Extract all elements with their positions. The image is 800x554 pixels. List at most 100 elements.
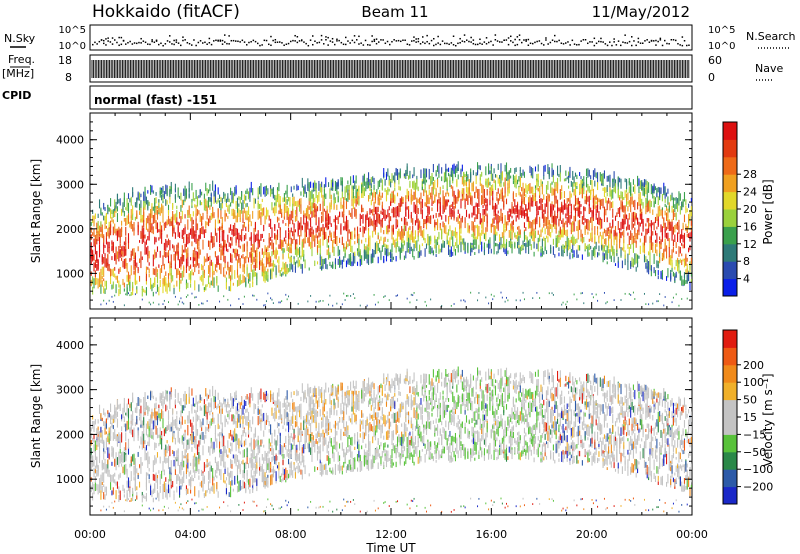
- noise-dot: [375, 38, 378, 40]
- noise-dot: [622, 41, 624, 43]
- noise-dot: [620, 44, 622, 47]
- station-title: Hokkaido (fitACF): [92, 2, 240, 22]
- noise-dot: [600, 40, 602, 43]
- freq-tick-top: 18: [58, 54, 72, 67]
- noise-dot: [320, 39, 323, 41]
- noise-dot: [615, 44, 618, 46]
- noise-dot: [228, 43, 230, 45]
- noise-dot: [400, 40, 402, 43]
- noise-dot: [327, 44, 329, 46]
- noise-dot: [450, 42, 453, 44]
- cpid-value: normal (fast) -151: [94, 93, 217, 107]
- noise-dot: [468, 40, 470, 43]
- noise-dot: [452, 35, 455, 37]
- noise-dot: [312, 35, 314, 37]
- noise-dot: [604, 43, 607, 45]
- noise-dot: [402, 39, 404, 41]
- noise-dot: [408, 44, 411, 46]
- noise-dot: [395, 40, 398, 42]
- colorbar-tick-label: 20: [743, 203, 757, 216]
- noise-dot: [122, 39, 125, 42]
- noise-dot: [672, 39, 675, 41]
- noise-dot: [521, 41, 523, 44]
- noise-dot: [270, 35, 272, 38]
- noise-dot: [164, 43, 167, 45]
- noise-dot: [565, 42, 567, 44]
- noise-dot: [675, 39, 677, 42]
- noise-dot: [235, 40, 237, 42]
- noise-dot: [584, 39, 587, 41]
- noise-dot: [349, 42, 351, 44]
- noise-dot: [523, 39, 525, 41]
- noise-dot: [206, 43, 208, 45]
- noise-dot: [169, 41, 171, 43]
- noise-dot: [527, 44, 530, 46]
- noise-dot: [391, 40, 393, 43]
- noise-dot: [96, 43, 98, 45]
- noise-dot: [193, 39, 195, 41]
- noise-dot: [239, 41, 241, 43]
- noise-dot: [285, 43, 288, 46]
- colorbar-segment: [723, 278, 737, 297]
- noise-dot: [492, 44, 494, 46]
- noise-dot: [184, 39, 186, 41]
- noise-dot: [279, 41, 281, 43]
- noise-dot: [648, 41, 651, 43]
- noise-dot: [351, 39, 354, 42]
- noise-dot: [378, 41, 380, 43]
- noise-dot: [373, 38, 376, 41]
- noise-dot: [375, 42, 378, 45]
- noise-dot: [655, 39, 657, 42]
- noise-dot: [532, 42, 534, 45]
- nave-tick-top: 60: [708, 54, 722, 67]
- noise-dot: [305, 42, 307, 45]
- noise-dot: [92, 43, 94, 46]
- noise-dot: [296, 41, 299, 44]
- noise-dot: [334, 43, 336, 46]
- noise-dot: [219, 39, 222, 41]
- noise-dot: [668, 43, 670, 45]
- noise-dot: [323, 43, 325, 45]
- noise-dot: [303, 41, 305, 43]
- noise-dot: [631, 44, 633, 47]
- noise-dot: [380, 39, 382, 41]
- noise-dot: [606, 44, 609, 47]
- noise-dot: [162, 44, 164, 47]
- noise-dot: [413, 39, 415, 42]
- noise-dot: [430, 39, 433, 42]
- noise-dot: [631, 36, 633, 38]
- noise-dot: [510, 40, 512, 42]
- noise-dot: [105, 44, 107, 46]
- y-tick-label: 2000: [56, 223, 84, 236]
- noise-dot: [158, 43, 160, 46]
- noise-dot: [655, 44, 657, 46]
- noise-dot: [250, 40, 252, 43]
- noise-dot: [364, 39, 367, 42]
- noise-dot: [259, 44, 261, 47]
- noise-dot: [494, 34, 497, 36]
- noise-dot: [221, 39, 224, 42]
- colorbar-tick-label: 4: [743, 273, 750, 286]
- noise-dot: [516, 36, 519, 38]
- noise-dot: [406, 43, 409, 45]
- noise-dot: [131, 43, 134, 45]
- noise-dot: [237, 40, 239, 43]
- noise-dot: [129, 40, 131, 43]
- noise-dot: [373, 40, 376, 42]
- noise-dot: [470, 36, 472, 39]
- noise-dot: [501, 41, 503, 43]
- noise-dot: [415, 41, 417, 43]
- noise-dot: [393, 39, 395, 41]
- noise-dot: [175, 41, 178, 43]
- nsearch-label: N.Search: [746, 30, 796, 43]
- noise-dot: [342, 43, 345, 46]
- noise-dot: [118, 36, 120, 39]
- noise-dot: [626, 42, 629, 44]
- noise-dot: [518, 39, 521, 41]
- noise-dot: [301, 39, 303, 42]
- noise-dot: [439, 43, 442, 46]
- noise-dot: [329, 40, 332, 42]
- noise-dot: [477, 43, 479, 46]
- noise-dot: [204, 41, 206, 44]
